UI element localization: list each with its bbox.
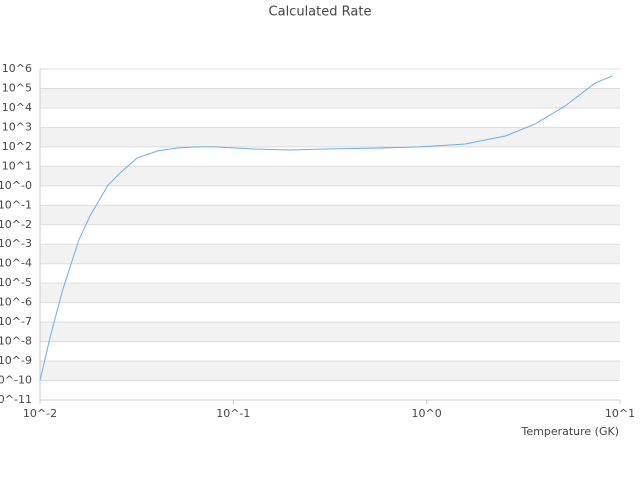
grid-band [40, 283, 620, 303]
grid-band [40, 166, 620, 186]
y-tick-label: 10^-3 [0, 237, 32, 250]
grid-band [40, 205, 620, 225]
y-tick-label: 10^-5 [0, 276, 32, 289]
y-tick-label: 10^2 [2, 140, 32, 153]
y-tick-label: 10^-10 [0, 374, 32, 387]
grid-band [40, 361, 620, 381]
x-tick-label: 10^-2 [23, 407, 57, 420]
y-tick-label: 10^-0 [0, 179, 32, 192]
chart-title: Calculated Rate [269, 5, 372, 20]
y-tick-label: 10^-4 [0, 257, 32, 270]
x-tick-label: 10^0 [412, 407, 442, 420]
x-tick-label: 10^1 [605, 407, 635, 420]
y-tick-label: 10^-9 [0, 354, 32, 367]
y-tick-label: 10^5 [2, 81, 32, 94]
grid-band [40, 88, 620, 108]
y-tick-label: 10^-1 [0, 198, 32, 211]
grid-band [40, 127, 620, 147]
y-tick-label: 10^6 [2, 62, 32, 75]
x-axis-label: Temperature (GK) [521, 425, 620, 438]
y-tick-label: 10^-6 [0, 296, 32, 309]
y-tick-label: 10^4 [2, 101, 32, 114]
y-tick-label: 10^-11 [0, 393, 32, 406]
series-line [39, 75, 613, 381]
grid-band [40, 244, 620, 264]
y-tick-label: 10^-2 [0, 218, 32, 231]
y-tick-label: 10^3 [2, 120, 32, 133]
x-tick-label: 10^-1 [216, 407, 250, 420]
grid-band [40, 322, 620, 342]
y-tick-label: 10^-8 [0, 335, 32, 348]
y-tick-label: 10^1 [2, 159, 32, 172]
y-tick-label: 10^-7 [0, 315, 32, 328]
